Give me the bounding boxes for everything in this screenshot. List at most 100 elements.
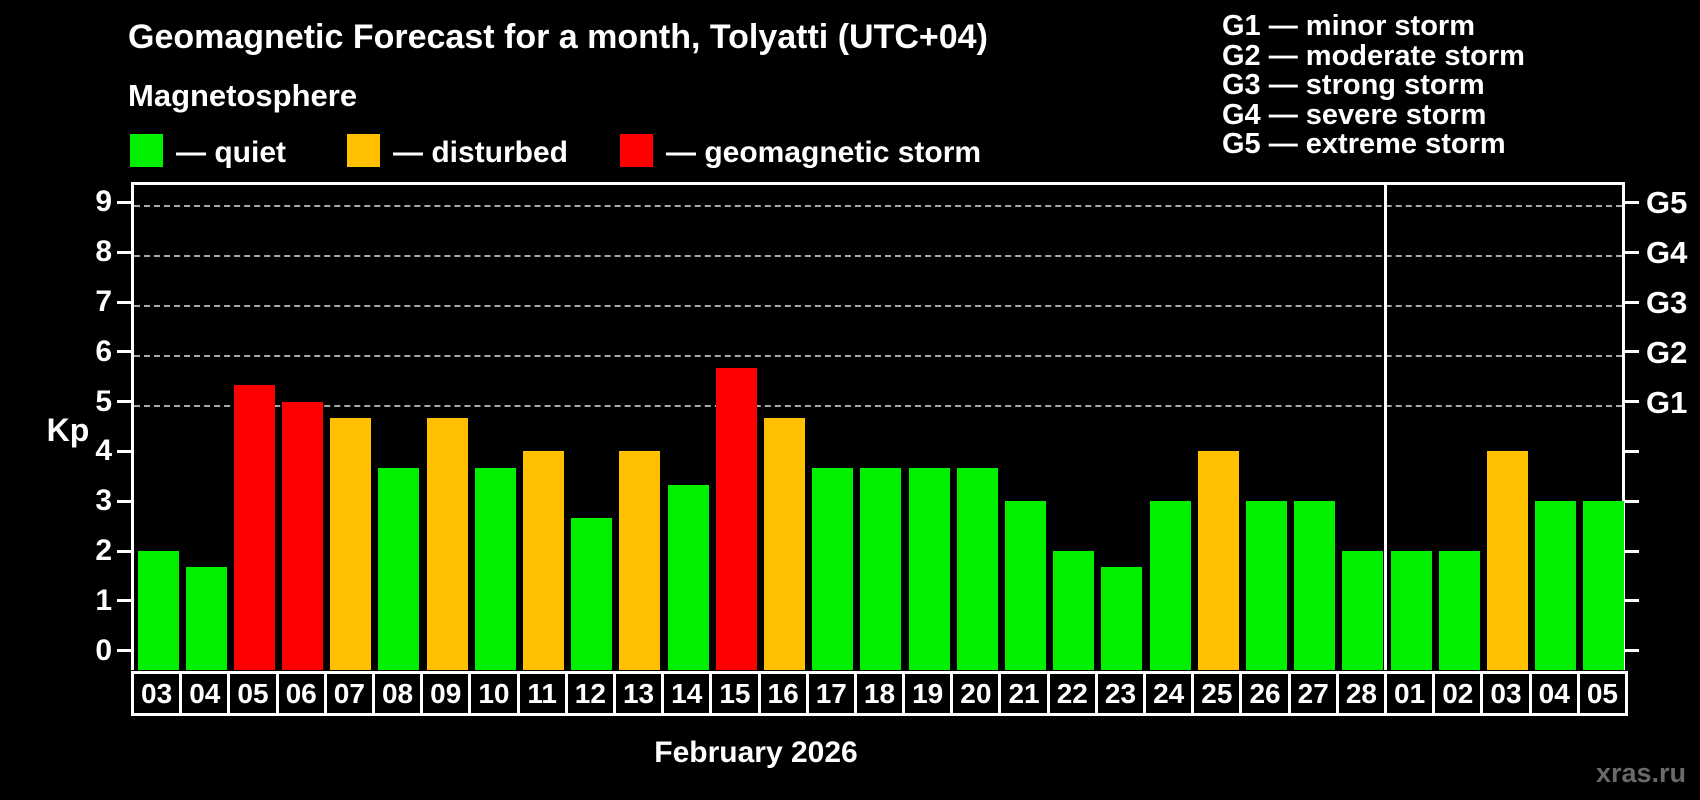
day-label-feb-11: 11: [516, 671, 568, 716]
kp-bar-day-08: [378, 467, 420, 670]
y-axis-label-0: 0: [95, 633, 112, 667]
y-axis-label-3: 3: [95, 484, 112, 518]
left-axis-tick: [117, 400, 131, 404]
storm-legend-swatch: [620, 134, 653, 167]
kp-bar-day-13: [619, 451, 661, 670]
kp-bar-day-11: [523, 451, 565, 670]
day-label-feb-17: 17: [805, 671, 857, 716]
day-label-feb-15: 15: [709, 671, 761, 716]
day-label-feb-27: 27: [1287, 671, 1339, 716]
y-axis-label-8: 8: [95, 235, 112, 269]
kp-bar-day-27: [1294, 501, 1336, 670]
left-axis-tick: [117, 350, 131, 354]
day-label-mar-02: 02: [1432, 671, 1484, 716]
kp-bar-day-03: [137, 551, 179, 670]
kp-bar-day-05: [233, 385, 275, 670]
kp-bar-day-23: [1101, 567, 1143, 670]
kp-bar-day-01: [1390, 551, 1432, 670]
day-label-feb-18: 18: [853, 671, 906, 716]
kp-bar-day-22: [1053, 551, 1095, 670]
kp-bar-day-17: [812, 467, 854, 670]
day-label-feb-19: 19: [902, 671, 954, 716]
kp-bar-day-16: [764, 418, 806, 670]
day-label-feb-09: 09: [420, 671, 472, 716]
y-axis-title: Kp: [46, 412, 90, 448]
right-axis-tick: [1625, 200, 1639, 204]
kp-bar-day-25: [1197, 451, 1239, 670]
kp-bar-day-04: [185, 567, 227, 670]
g-scale-legend-item: G2 — moderate storm: [1222, 39, 1525, 72]
day-label-mar-01: 01: [1384, 671, 1436, 716]
y-axis-label-7: 7: [95, 285, 112, 318]
right-axis-tick: [1625, 599, 1639, 603]
kp-bar-day-02: [1438, 551, 1480, 670]
day-label-feb-10: 10: [468, 671, 520, 716]
kp-bar-day-14: [667, 484, 709, 670]
right-axis-tick: [1625, 300, 1639, 304]
day-label-feb-05: 05: [227, 671, 279, 716]
quiet-legend-swatch: [130, 134, 163, 167]
left-axis-tick: [117, 649, 131, 653]
day-label-feb-23: 23: [1094, 671, 1147, 716]
kp-bar-day-03: [1486, 451, 1528, 670]
left-axis-tick: [117, 200, 131, 204]
y-axis-label-1: 1: [95, 583, 112, 617]
right-axis-tick: [1625, 350, 1639, 354]
kp-bar-day-06: [282, 401, 324, 670]
left-axis-tick: [117, 250, 131, 254]
y-axis-label-9: 9: [95, 185, 112, 219]
left-axis-tick: [117, 549, 131, 553]
g-scale-legend-item: G3 — strong storm: [1222, 69, 1485, 101]
kp-bar-day-28: [1342, 551, 1384, 670]
right-axis-tick: [1625, 250, 1639, 254]
day-label-feb-26: 26: [1239, 671, 1291, 716]
kp-bar-day-26: [1245, 501, 1287, 670]
kp-bar-day-05: [1583, 501, 1625, 670]
day-label-feb-12: 12: [564, 671, 616, 716]
day-label-feb-16: 16: [757, 671, 809, 716]
right-axis-tick: [1625, 449, 1639, 453]
kp-bar-day-12: [571, 517, 613, 670]
y-axis-label-4: 4: [95, 434, 112, 468]
kp-bar-day-10: [474, 467, 516, 670]
kp-bar-day-04: [1535, 501, 1577, 670]
g-scale-axis-label-G4: G4: [1646, 235, 1688, 271]
storm-legend-label: — geomagnetic storm: [666, 136, 982, 169]
g-scale-legend: G1 — minor storm G2 — moderate storm G3 — …: [1222, 10, 1525, 160]
gridline-kp9: [134, 205, 1622, 208]
day-label-feb-04: 04: [179, 671, 231, 716]
day-label-feb-28: 28: [1335, 671, 1388, 716]
kp-bar-day-18: [860, 467, 902, 670]
right-axis-tick: [1625, 499, 1639, 503]
gridline-kp8: [134, 255, 1622, 258]
chart-subtitle: Magnetosphere: [128, 78, 358, 113]
g-scale-legend-item: G5 — extreme storm: [1222, 128, 1506, 160]
day-label-feb-21: 21: [998, 671, 1050, 716]
chart-title: Geomagnetic Forecast for a month, Tolyat…: [128, 18, 988, 56]
day-label-feb-07: 07: [323, 671, 375, 716]
watermark: xras.ru: [1595, 758, 1686, 788]
left-axis-tick: [117, 499, 131, 503]
kp-bar-day-20: [956, 467, 998, 670]
g-scale-axis-label-G2: G2: [1646, 334, 1688, 370]
right-axis-tick: [1625, 649, 1639, 653]
kp-bar-day-21: [1004, 501, 1046, 670]
day-label-feb-25: 25: [1191, 671, 1243, 716]
month-separator-line: [1384, 182, 1387, 670]
day-label-feb-24: 24: [1143, 671, 1195, 716]
left-axis-tick: [117, 449, 131, 453]
g-scale-axis-label-G5: G5: [1646, 185, 1688, 221]
y-axis-label-2: 2: [95, 534, 112, 567]
day-label-mar-05: 05: [1576, 671, 1628, 716]
left-axis-tick: [117, 300, 131, 304]
left-axis-tick: [117, 599, 131, 603]
gridline-kp6: [134, 354, 1622, 357]
y-axis-label-5: 5: [95, 384, 112, 418]
kp-bar-day-09: [426, 418, 468, 670]
g-scale-legend-item: G1 — minor storm: [1222, 10, 1475, 42]
plot-area: [131, 182, 1625, 670]
day-label-feb-20: 20: [950, 671, 1002, 716]
day-label-feb-22: 22: [1046, 671, 1098, 716]
day-label-feb-13: 13: [612, 671, 665, 716]
